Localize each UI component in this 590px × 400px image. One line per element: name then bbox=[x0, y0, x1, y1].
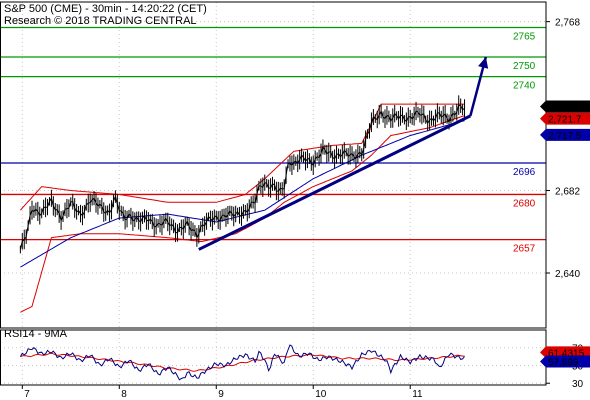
x-tick-label: 9 bbox=[218, 389, 224, 400]
rsi-y-tick-label: 30 bbox=[572, 379, 584, 390]
rsi-tag: 57.899 bbox=[548, 357, 579, 368]
rsi-ma-tag: 61.4315 bbox=[548, 348, 585, 359]
bollinger-upper-tag: 2,721.7 bbox=[548, 115, 582, 126]
y-tick-label: 2,640 bbox=[555, 269, 580, 280]
rsi-tag-bg bbox=[540, 355, 590, 368]
main-panel-frame bbox=[0, 1, 547, 329]
x-tick-label: 8 bbox=[121, 389, 127, 400]
level-label-2740: 2740 bbox=[513, 81, 536, 92]
price-series bbox=[19, 95, 466, 254]
rsi-line bbox=[19, 344, 465, 381]
y-tick-label: 2,682 bbox=[555, 187, 580, 198]
bollinger-lower bbox=[20, 115, 465, 313]
moving-average-line bbox=[20, 120, 465, 268]
x-tick-label: 11 bbox=[412, 389, 423, 400]
moving-average-tag: 2,717.5 bbox=[548, 131, 582, 142]
rsi-ma-tag-bg bbox=[540, 346, 590, 359]
level-label-2657: 2657 bbox=[513, 244, 536, 255]
level-label-2696: 2696 bbox=[513, 167, 536, 178]
x-tick-label: 10 bbox=[315, 389, 327, 400]
chart-title: S&P 500 (CME) - 30min - 14:20:22 (CET) bbox=[4, 3, 207, 15]
y-tick-label: 2,768 bbox=[555, 18, 580, 29]
rsi-panel bbox=[19, 344, 465, 381]
bollinger-upper-tag-bg bbox=[540, 112, 590, 125]
rsi-ma-line bbox=[20, 352, 465, 372]
x-tick-label: 7 bbox=[24, 389, 30, 400]
moving-average-tag-bg bbox=[540, 128, 590, 141]
moving-average bbox=[20, 120, 465, 268]
support-resistance-levels: 2765 2750 2740 2696 2680 2657 bbox=[0, 26, 546, 255]
level-label-2680: 2680 bbox=[513, 198, 536, 209]
last-price-tag: 2,723.25 bbox=[548, 103, 587, 114]
forecast-arrow-head bbox=[478, 56, 489, 69]
chart-subtitle: Research © 2018 TRADING CENTRAL bbox=[4, 15, 197, 27]
trendline bbox=[198, 114, 472, 251]
last-price-tag-bg bbox=[540, 100, 590, 113]
rsi-panel-label: RSI14 - 9MA bbox=[4, 328, 68, 340]
trendline-group bbox=[198, 56, 489, 251]
level-label-2765: 2765 bbox=[513, 32, 536, 43]
level-label-2750: 2750 bbox=[513, 61, 536, 72]
